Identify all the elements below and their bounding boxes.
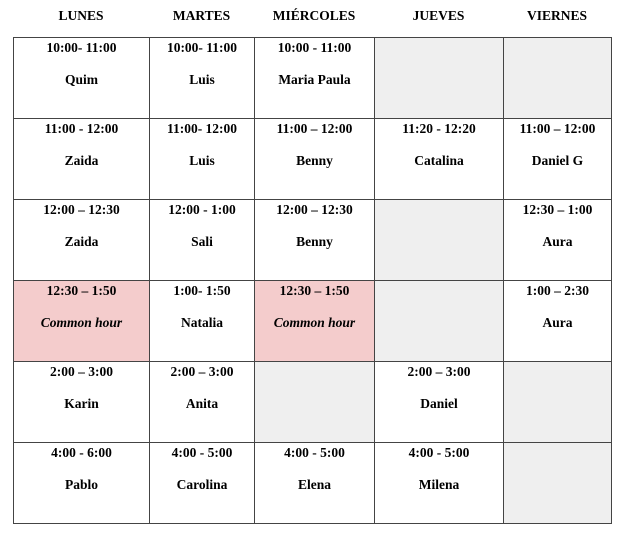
slot-name: Elena [297, 477, 331, 492]
slot-time: 10:00- 11:00 [166, 40, 238, 55]
slot-time: 12:00 – 12:30 [276, 202, 353, 217]
slot-name: Luis [189, 153, 215, 168]
slot-name: Daniel [420, 396, 458, 411]
slot-time: 11:20 - 12:20 [402, 121, 476, 136]
table-row: 12:00 – 12:30 Zaida 12:00 - 1:00 Sali 12:00 … [13, 199, 612, 281]
slot-name: Pablo [64, 477, 98, 492]
slot-time: 12:00 – 12:30 [43, 202, 120, 217]
common-hour-slot: 12:30 – 1:50 Common hour [254, 280, 375, 362]
slot-name: Maria Paula [278, 72, 351, 87]
slot-name: Sali [191, 234, 213, 249]
slot-time: 2:00 – 3:00 [407, 364, 471, 379]
schedule-slot: 2:00 – 3:00 Anita [149, 361, 255, 443]
schedule-slot: 4:00 - 6:00 Pablo [13, 442, 150, 524]
slot-name: Karin [64, 396, 99, 411]
schedule-slot: 12:00 - 1:00 Sali [149, 199, 255, 281]
slot-time: 1:00- 1:50 [173, 283, 231, 298]
schedule-slot: 12:30 – 1:00 Aura [503, 199, 612, 281]
empty-slot [374, 280, 504, 362]
slot-time: 1:00 – 2:30 [526, 283, 589, 298]
slot-time: 4:00 - 5:00 [171, 445, 233, 460]
schedule-slot: 2:00 – 3:00 Karin [13, 361, 150, 443]
schedule-slot: 1:00 – 2:30 Aura [503, 280, 612, 362]
table-row: 2:00 – 3:00 Karin 2:00 – 3:00 Anita 2:00 – 3… [13, 361, 612, 443]
slot-name: Benny [296, 153, 333, 168]
slot-time: 11:00 – 12:00 [276, 121, 353, 136]
slot-time: 2:00 – 3:00 [170, 364, 234, 379]
slot-name: Daniel G [531, 153, 584, 168]
empty-slot [254, 361, 375, 443]
slot-time: 12:30 – 1:50 [46, 283, 117, 298]
slot-time: 11:00 - 12:00 [44, 121, 119, 136]
slot-name: Natalia [181, 315, 223, 330]
schedule-slot: 12:00 – 12:30 Benny [254, 199, 375, 281]
empty-slot [374, 37, 504, 119]
slot-time: 10:00- 11:00 [46, 40, 117, 55]
empty-slot [503, 37, 612, 119]
table-row: 11:00 - 12:00 Zaida 11:00- 12:00 Luis 11:00 … [13, 118, 612, 200]
slot-name: Quim [64, 72, 98, 87]
day-header: JUEVES [412, 8, 465, 23]
schedule-slot: 11:00 - 12:00 Zaida [13, 118, 150, 200]
slot-time: 2:00 – 3:00 [50, 364, 113, 379]
schedule-slot: 11:00- 12:00 Luis [149, 118, 255, 200]
slot-time: 12:30 – 1:50 [279, 283, 350, 298]
day-header: MARTES [172, 8, 231, 23]
slot-name: Common hour [40, 315, 123, 330]
slot-time: 12:30 – 1:00 [522, 202, 593, 217]
slot-time: 4:00 - 5:00 [408, 445, 470, 460]
day-header: LUNES [58, 8, 104, 23]
schedule-slot: 4:00 - 5:00 Carolina [149, 442, 255, 524]
slot-name: Zaida [64, 153, 99, 168]
table-row: 12:30 – 1:50 Common hour 1:00- 1:50 Natalia… [13, 280, 612, 362]
common-hour-slot: 12:30 – 1:50 Common hour [13, 280, 150, 362]
slot-name: Carolina [176, 477, 228, 492]
slot-time: 12:00 - 1:00 [168, 202, 236, 217]
slot-name: Luis [189, 72, 215, 87]
schedule-slot: 1:00- 1:50 Natalia [149, 280, 255, 362]
schedule-slot: 4:00 - 5:00 Milena [374, 442, 504, 524]
table-row: 4:00 - 6:00 Pablo 4:00 - 5:00 Carolina 4:00 … [13, 442, 612, 524]
slot-name: Aura [542, 315, 573, 330]
slot-time: 4:00 - 6:00 [51, 445, 112, 460]
slot-time: 10:00 - 11:00 [277, 40, 352, 55]
day-header: VIERNES [526, 8, 588, 23]
slot-name: Common hour [273, 315, 356, 330]
slot-time: 11:00- 12:00 [166, 121, 238, 136]
table-row: 10:00- 11:00 Quim 10:00- 11:00 Luis 10:00 - … [13, 37, 612, 119]
slot-name: Zaida [64, 234, 99, 249]
empty-slot [374, 199, 504, 281]
schedule-slot: 2:00 – 3:00 Daniel [374, 361, 504, 443]
slot-time: 11:00 – 12:00 [519, 121, 596, 136]
day-header: MIÉRCOLES [272, 8, 356, 23]
schedule-slot: 10:00- 11:00 Luis [149, 37, 255, 119]
slot-time: 4:00 - 5:00 [284, 445, 345, 460]
empty-slot [503, 442, 612, 524]
empty-slot [503, 361, 612, 443]
slot-name: Aura [542, 234, 573, 249]
slot-name: Benny [296, 234, 333, 249]
schedule-slot: 4:00 - 5:00 Elena [254, 442, 375, 524]
schedule-slot: 11:00 – 12:00 Benny [254, 118, 375, 200]
schedule-slot: 12:00 – 12:30 Zaida [13, 199, 150, 281]
schedule-slot: 10:00 - 11:00 Maria Paula [254, 37, 375, 119]
schedule-slot: 11:00 – 12:00 Daniel G [503, 118, 612, 200]
schedule-table: 10:00- 11:00 Quim 10:00- 11:00 Luis 10:00 - … [13, 37, 612, 524]
schedule-slot: 10:00- 11:00 Quim [13, 37, 150, 119]
slot-name: Anita [185, 396, 219, 411]
schedule-slot: 11:20 - 12:20 Catalina [374, 118, 504, 200]
slot-name: Catalina [414, 153, 464, 168]
slot-name: Milena [418, 477, 460, 492]
